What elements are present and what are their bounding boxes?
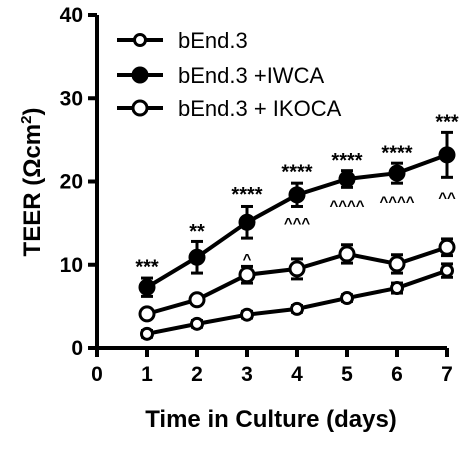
legend-marker [131,99,149,117]
data-point [388,164,406,182]
data-point [238,213,256,231]
data-point [138,305,156,323]
significance-carets: ^^^^ [379,193,414,210]
data-point [288,260,306,278]
data-point [440,263,454,278]
axes: 0 1 2 3 4 5 6 7 0 10 20 30 40 [60,4,453,386]
x-tick-label: 5 [341,363,353,386]
x-axis-title: Time in Culture (days) [145,406,397,433]
significance-carets: ^ [243,251,252,268]
significance-carets: ^^ [438,189,456,206]
legend-item: bEnd.3 +IWCA [117,63,324,88]
data-point [340,291,354,306]
y-axis-title-sup: 2 [18,116,35,124]
series-2 [138,130,456,298]
data-point [288,186,306,204]
x-tick-label: 3 [241,363,253,386]
y-axis-title-close: ) [19,108,46,116]
data-point [238,266,256,284]
data-point [290,301,304,316]
legend-marker [133,33,147,47]
y-tick-label: 20 [60,171,83,194]
legend-item: bEnd.3 [117,28,248,53]
data-point [140,326,154,341]
y-axis-title: TEER (Ωcm2) [18,108,46,257]
x-tick-label: 6 [391,363,403,386]
y-tick-label: 40 [60,4,83,27]
series-layer [138,130,456,341]
significance-stars: *** [135,257,159,279]
x-tick-label: 1 [141,363,153,386]
legend-item: bEnd.3 + IKOCA [117,96,342,121]
data-point [438,238,456,256]
y-axis-title-main: TEER (Ωcm [19,124,46,257]
data-point [338,170,356,188]
legend-label: bEnd.3 + IKOCA [178,96,342,121]
significance-stars: **** [381,143,412,165]
significance-carets: ^^^ [284,215,311,232]
series-1 [140,262,454,341]
legend: bEnd.3 bEnd.3 +IWCA bEnd.3 + IKOCA [117,28,342,121]
y-tick-label: 30 [60,87,83,110]
legend-marker [131,66,149,84]
data-point [188,248,206,266]
data-point [438,146,456,164]
x-tick-label: 0 [91,363,103,386]
data-point [388,255,406,273]
significance-stars: *** [435,112,459,134]
x-tick-label: 2 [191,363,203,386]
significance-stars: **** [281,162,312,184]
data-point [190,316,204,331]
x-tick-label: 7 [441,363,453,386]
legend-label: bEnd.3 +IWCA [178,63,324,88]
significance-carets: ^^^^ [329,198,364,215]
y-tick-label: 0 [71,337,83,360]
x-tick-label: 4 [291,363,303,386]
series-3 [138,237,456,323]
data-point [188,291,206,309]
y-tick-label: 10 [60,254,83,277]
data-point [338,245,356,263]
significance-stars: **** [331,150,362,172]
significance-stars: **** [231,184,262,206]
data-point [138,278,156,296]
annotation-layer: ***************** *******^^^^^^^^ ^^^^ ^^ [135,112,459,279]
data-point [240,307,254,322]
legend-label: bEnd.3 [178,28,248,53]
significance-stars: ** [189,221,205,243]
data-point [390,281,404,296]
